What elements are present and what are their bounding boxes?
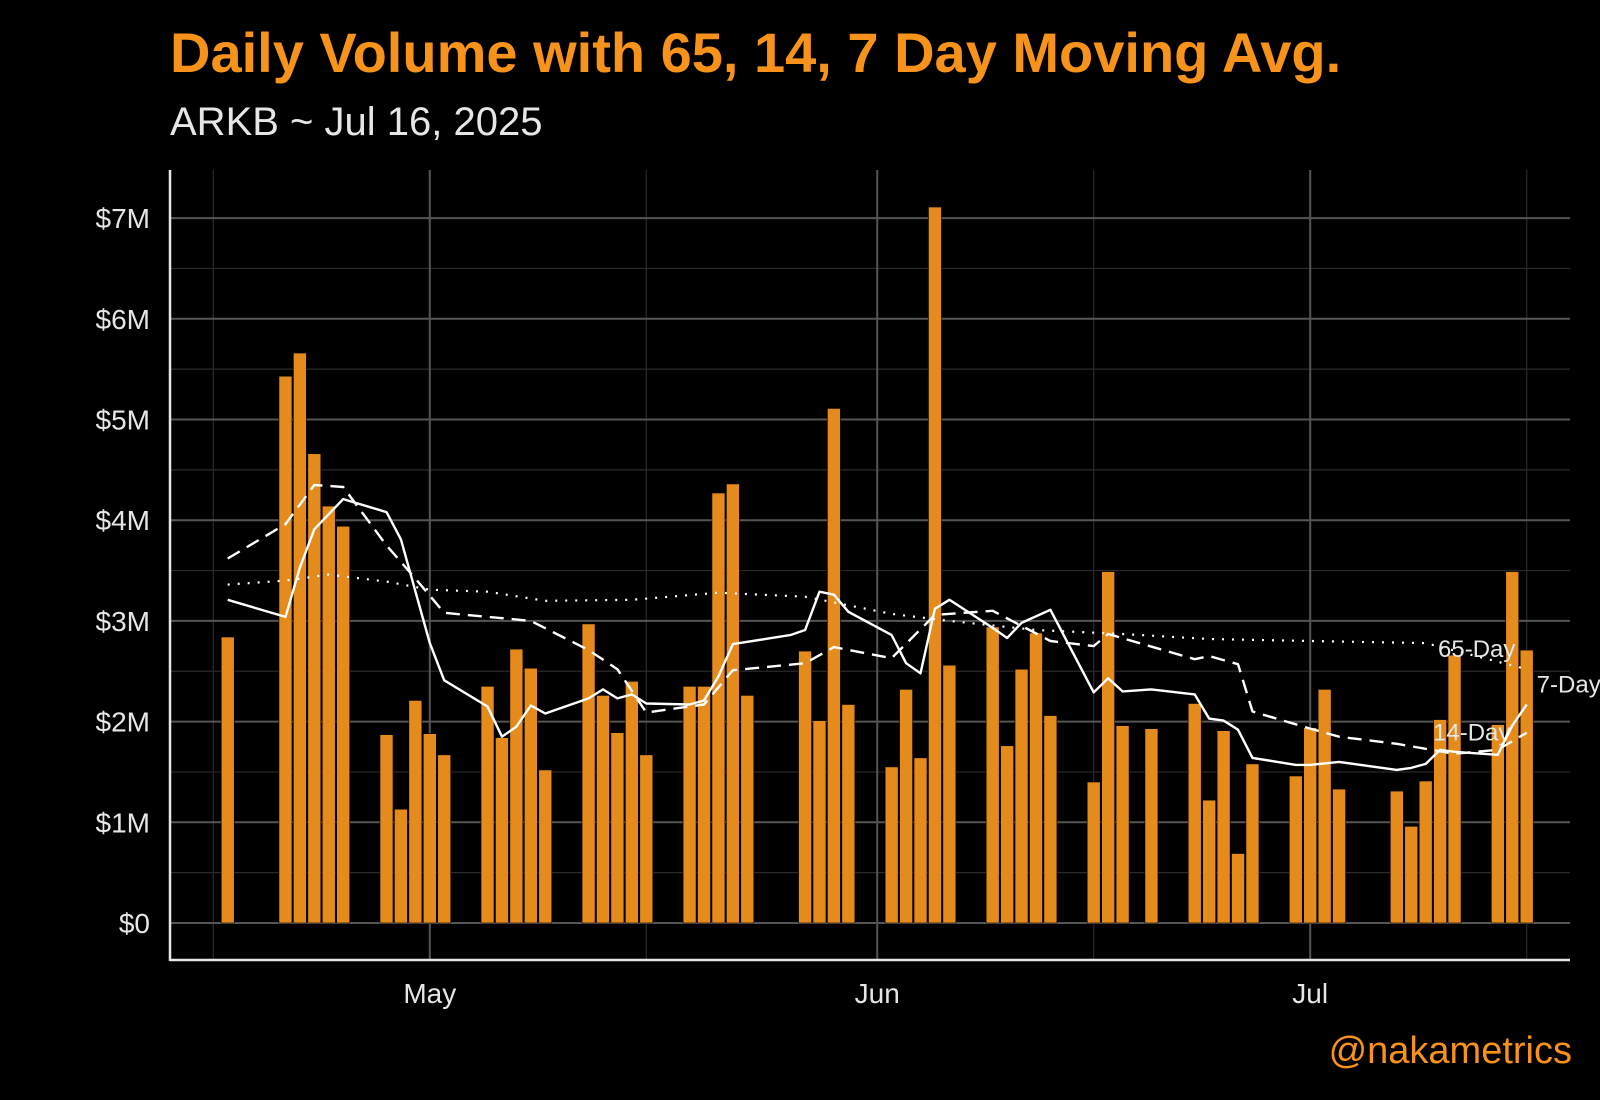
axes (168, 170, 1570, 962)
volume-bar (1288, 775, 1303, 924)
y-tick-label: $3M (96, 606, 150, 637)
ma-line-7-day (227, 497, 1528, 772)
volume-bar (509, 648, 524, 924)
volume-bar (928, 206, 942, 924)
y-tick-label: $0 (119, 908, 150, 939)
volume-bar (538, 769, 553, 924)
volume-bar (1202, 799, 1216, 924)
volume-bar (495, 737, 509, 924)
ma-label-14-day: 14-Day (1433, 720, 1510, 747)
volume-bar (336, 525, 350, 924)
volume-bar (1303, 727, 1318, 924)
volume-bar (841, 704, 856, 924)
volume-bar (307, 453, 322, 924)
volume-bar (1433, 719, 1447, 924)
volume-bar (1447, 654, 1462, 924)
volume-bar (610, 732, 625, 924)
volume-bar (625, 681, 639, 924)
volume-bar (1332, 788, 1346, 924)
volume-bar (639, 754, 654, 924)
volume-bar (985, 626, 1000, 924)
volume-bar (1000, 745, 1014, 924)
volume-bar (726, 483, 740, 924)
ma-label-7-day: 7-Day (1537, 671, 1600, 698)
volume-bar (422, 733, 437, 924)
volume-bar (220, 636, 235, 924)
volume-bar (942, 664, 957, 924)
volume-bar (827, 408, 841, 924)
y-tick-label: $1M (96, 807, 150, 838)
volume-bar (596, 695, 610, 924)
moving-average-lines: 65-Day 14-Day 7-Day (227, 483, 1600, 772)
volume-bar (1390, 790, 1404, 924)
volume-bar (394, 808, 408, 924)
volume-bar (1029, 632, 1043, 924)
volume-bar (581, 623, 596, 924)
volume-bar (1101, 571, 1115, 924)
x-tick-label: Jun (855, 978, 900, 1009)
volume-bar (1043, 715, 1058, 924)
grid (170, 170, 1570, 960)
volume-bar (321, 505, 336, 924)
volume-bar (812, 720, 827, 924)
volume-bar (1014, 668, 1029, 924)
volume-bar (798, 650, 812, 924)
volume-bar (480, 686, 495, 924)
tick-labels: $0 $1M $2M $3M $4M $5M $6M $7M May Jun Jul (96, 203, 1329, 1009)
ma-label-65-day: 65-Day (1438, 636, 1515, 663)
volume-bar (293, 352, 307, 924)
volume-bar (1086, 781, 1101, 924)
credit-handle: @nakametrics (1328, 1030, 1572, 1072)
volume-bar (682, 686, 697, 924)
volume-bars (220, 206, 1534, 924)
chart-subtitle: ARKB ~ Jul 16, 2025 (170, 100, 543, 144)
volume-bar (524, 667, 538, 924)
volume-bar (899, 689, 913, 924)
y-tick-label: $2M (96, 707, 150, 738)
volume-bar (1144, 728, 1159, 924)
chart-title: Daily Volume with 65, 14, 7 Day Moving A… (170, 21, 1342, 84)
volume-bar (1519, 649, 1534, 924)
volume-bar (1216, 730, 1231, 924)
volume-bar (913, 757, 928, 924)
y-tick-label: $7M (96, 203, 150, 234)
ma-line-14-day (227, 483, 1528, 755)
volume-bar (1404, 826, 1419, 924)
volume-bar (697, 686, 711, 924)
volume-bar (1231, 853, 1245, 924)
volume-bar (437, 754, 452, 924)
volume-bar (379, 734, 394, 924)
volume-bar (1317, 689, 1332, 924)
volume-bar (1491, 724, 1505, 924)
volume-bar (711, 492, 726, 924)
volume-bar (740, 695, 755, 924)
ma-line-65-day (227, 573, 1527, 671)
y-tick-label: $5M (96, 405, 150, 436)
volume-bar (1418, 780, 1433, 924)
volume-bar (1187, 703, 1202, 924)
volume-bar (408, 700, 423, 924)
volume-bar (1245, 763, 1260, 924)
x-tick-label: Jul (1292, 978, 1328, 1009)
y-tick-label: $4M (96, 505, 150, 536)
x-tick-label: May (403, 978, 456, 1009)
y-tick-label: $6M (96, 304, 150, 335)
volume-bar (1115, 725, 1130, 924)
volume-bar (884, 766, 899, 924)
volume-bar (1505, 571, 1520, 924)
volume-bar (278, 375, 293, 924)
